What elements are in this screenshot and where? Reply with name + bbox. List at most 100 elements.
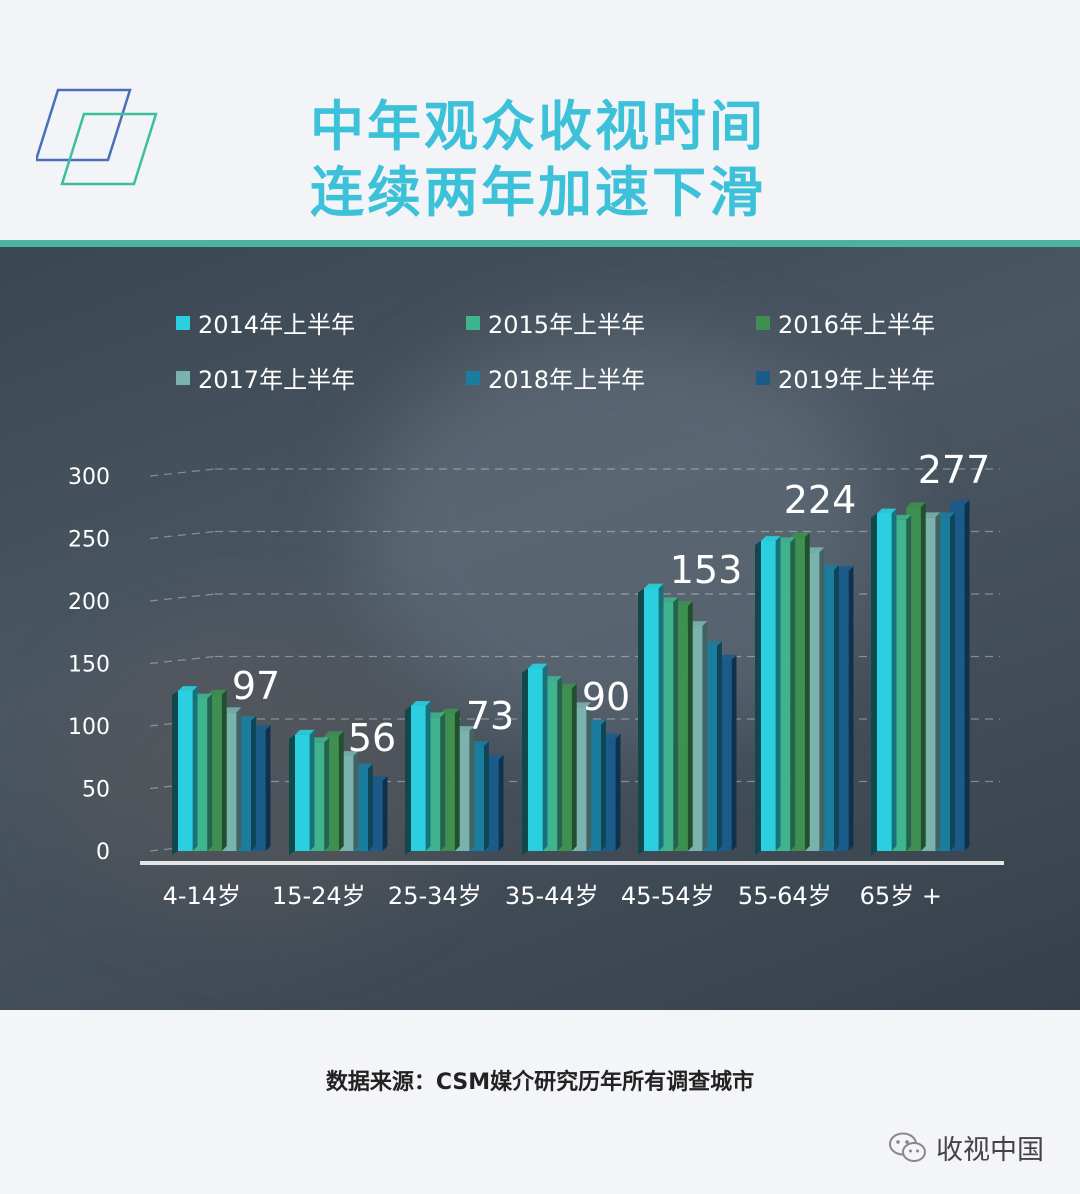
bar-side: [221, 689, 227, 851]
bar-side: [498, 754, 504, 851]
legend-swatch: [466, 315, 480, 330]
bar-side: [236, 707, 242, 851]
legend-swatch: [756, 315, 770, 330]
bar-side: [484, 741, 489, 851]
bar-side: [309, 729, 315, 851]
bar-3-0: [528, 663, 548, 851]
bar-top: [644, 583, 664, 589]
legend-label: 2014年上半年: [198, 311, 356, 339]
bar-side: [192, 686, 198, 851]
bar-front: [295, 734, 310, 851]
bar-side: [687, 601, 693, 851]
bar-side: [557, 676, 563, 851]
y-tick-label: 300: [68, 465, 110, 490]
y-tick-label: 50: [82, 778, 110, 803]
bar-front: [644, 588, 659, 851]
bar-side: [382, 776, 388, 851]
x-tick-label: 25-34岁: [388, 882, 482, 910]
bar-1-0: [295, 729, 315, 851]
data-label: 90: [582, 675, 630, 719]
chart-floor: [140, 861, 1004, 865]
data-label: 224: [784, 478, 857, 522]
y-tick-label: 0: [96, 840, 110, 865]
legend-label: 2019年上半年: [778, 366, 936, 394]
bar-side: [324, 737, 330, 851]
group-shade: [172, 691, 178, 855]
bar-side: [601, 719, 606, 851]
legend-swatch: [176, 370, 190, 385]
bar-top: [906, 502, 926, 508]
data-label: 97: [232, 664, 280, 708]
bar-side: [790, 537, 796, 851]
data-source: 数据来源：CSM媒介研究历年所有调查城市: [325, 1070, 755, 1095]
bar-4-0: [644, 583, 664, 851]
bar-front: [761, 541, 776, 851]
bar-0-0: [178, 686, 198, 851]
y-tick-label: 100: [68, 715, 110, 740]
legend-item-2014: 2014年上半年: [176, 305, 355, 340]
bar-side: [891, 508, 897, 851]
legend-item-2018: 2018年上半年: [466, 360, 645, 395]
legend-item-2015: 2015年上半年: [466, 305, 645, 340]
bar-side: [731, 654, 737, 851]
bar-top: [295, 729, 315, 735]
group-shade: [522, 668, 528, 855]
title-line-2: 连续两年加速下滑: [310, 161, 766, 224]
bar-side: [265, 724, 271, 851]
bar-side: [251, 716, 256, 851]
header: 中年观众收视时间 连续两年加速下滑: [0, 0, 1080, 240]
bar-side: [848, 566, 854, 851]
bar-side: [906, 514, 912, 851]
bar-front: [528, 668, 543, 851]
bar-top: [761, 536, 781, 541]
chart-panel: 2014年上半年 2015年上半年 2016年上半年 2017年上半年 2018…: [0, 247, 1080, 1010]
bar-side: [819, 547, 825, 851]
bar-side: [338, 731, 344, 851]
bar-side: [207, 693, 213, 851]
bar-side: [673, 597, 679, 851]
bar-top: [950, 499, 970, 505]
bar-side: [542, 663, 548, 851]
bar-side: [935, 512, 941, 851]
parallelogram-logo-icon: [36, 88, 158, 186]
bar-top: [207, 689, 227, 695]
bar-side: [615, 733, 621, 851]
bar-side: [702, 621, 708, 851]
group-shade: [638, 588, 644, 855]
bar-top: [528, 663, 548, 669]
footer: [0, 1010, 1080, 1194]
bar-side: [454, 708, 460, 851]
x-tick-label: 15-24岁: [272, 882, 366, 910]
bar-top: [324, 731, 344, 736]
group-shade: [405, 706, 411, 855]
bar-side: [440, 712, 446, 851]
bar-top: [178, 686, 198, 691]
grid-connector: [149, 530, 216, 540]
legend-label: 2018年上半年: [488, 366, 646, 394]
bar-side: [353, 751, 359, 851]
legend-label: 2017年上半年: [198, 366, 356, 394]
x-tick-label: 45-54岁: [621, 882, 715, 910]
bar-front: [877, 513, 892, 851]
bar-6-0: [877, 508, 897, 851]
bar-front: [178, 691, 193, 851]
header-divider: [0, 240, 1080, 247]
bar-2-0: [411, 701, 431, 851]
group-shade: [289, 734, 295, 855]
bar-side: [964, 499, 970, 851]
bar-front: [411, 706, 426, 851]
bar-top: [411, 701, 431, 706]
legend-label: 2016年上半年: [778, 311, 936, 339]
bar-side: [834, 564, 839, 851]
data-label: 73: [466, 694, 514, 738]
grid-connector: [149, 593, 216, 602]
x-tick-label: 55-64岁: [738, 882, 832, 910]
bar-side: [368, 763, 373, 851]
x-tick-label: 65岁 +: [860, 882, 942, 910]
bar-side: [950, 512, 955, 851]
bar-5-0: [761, 536, 781, 851]
legend-item-2017: 2017年上半年: [176, 360, 355, 395]
data-label: 277: [918, 448, 991, 492]
legend-swatch: [756, 370, 770, 385]
bar-top: [440, 708, 460, 714]
